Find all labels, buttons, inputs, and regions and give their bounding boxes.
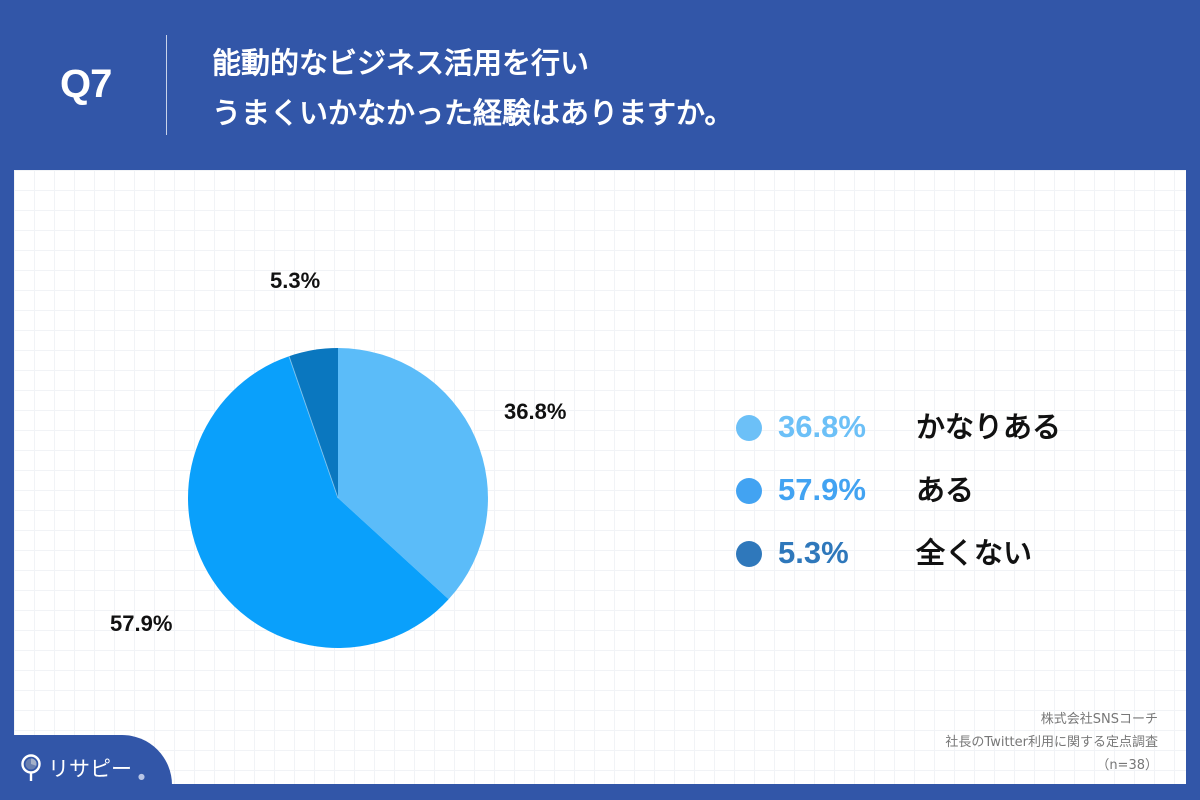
pie-slice-kanari-aru: [338, 348, 488, 600]
header: Q7 能動的なビジネス活用を行い うまくいかなかった経験はありますか。: [0, 0, 1200, 170]
legend-percent: 36.8%: [778, 409, 866, 444]
sample-size: （n=38）: [1096, 758, 1158, 773]
title-line-1: 能動的なビジネス活用を行い: [212, 46, 590, 80]
legend-dot-icon: [736, 478, 762, 504]
legend-dot-icon: [736, 541, 762, 567]
legend-label: 全くない: [916, 536, 1033, 570]
legend-label: かなりある: [916, 410, 1062, 444]
header-divider: [166, 35, 167, 135]
source-company: 株式会社SNSコーチ: [1040, 712, 1158, 727]
source-survey: 社長のTwitter利用に関する定点調査: [945, 735, 1158, 750]
legend-item-kanari-aru: 36.8% かなりある: [722, 407, 1082, 447]
pie-slice-aru: [187, 356, 449, 648]
question-number: Q7: [60, 62, 112, 106]
brand-logo: リサピー ●: [20, 753, 145, 783]
legend-percent: 57.9%: [778, 472, 866, 507]
pie-label-mattaku-nai: 5.3%: [270, 268, 321, 293]
pie-label-kanari-aru: 36.8%: [504, 399, 567, 424]
title-line-2: うまくいかなかった経験はありますか。: [212, 96, 734, 130]
brand-name: リサピー: [48, 757, 132, 781]
pie-slice-mattaku-nai: [289, 347, 338, 498]
source-note: 株式会社SNSコーチ 社長のTwitter利用に関する定点調査 （n=38）: [945, 708, 1158, 777]
legend-dot-icon: [736, 415, 762, 441]
legend-item-mattaku-nai: 5.3% 全くない: [722, 533, 1082, 573]
legend-label: ある: [916, 473, 975, 507]
pie-label-aru: 57.9%: [110, 611, 173, 636]
legend-item-aru: 57.9% ある: [722, 470, 1082, 510]
brand-dot-icon: ●: [138, 771, 145, 781]
pin-icon: [21, 754, 41, 781]
question-title: 能動的なビジネス活用を行い うまくいかなかった経験はありますか。: [212, 38, 733, 138]
legend-percent: 5.3%: [778, 535, 849, 570]
